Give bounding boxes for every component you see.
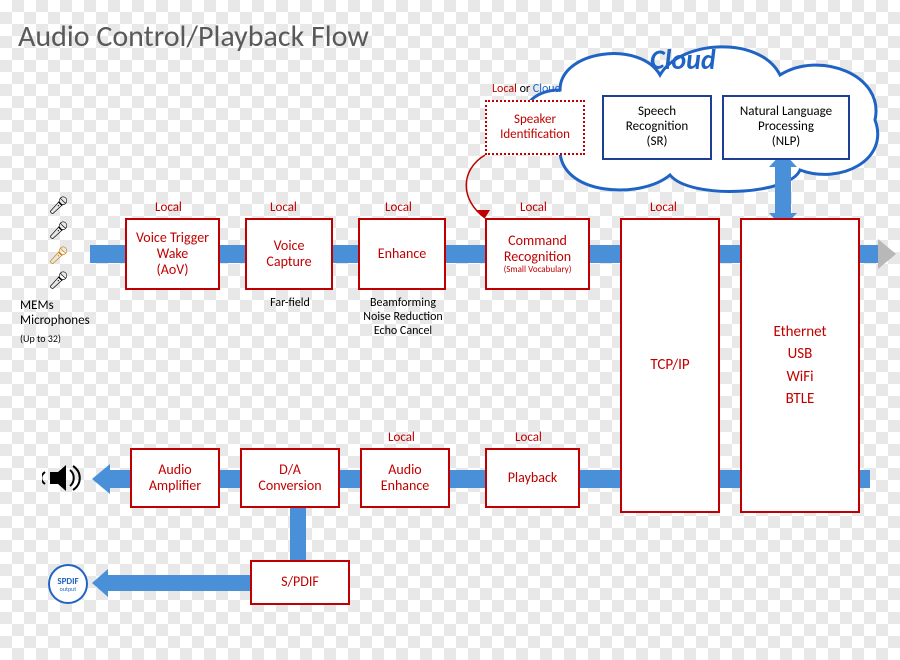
mic-icon-1: 🎤︎ [48, 195, 70, 216]
box-tcpip-l1: TCP/IP [650, 357, 689, 374]
tag-audio-enh: Local [388, 430, 415, 445]
speaker-id-arrow [455, 140, 515, 230]
tag-playback: Local [515, 430, 542, 445]
box-speech-rec-l1: Speech [638, 105, 676, 120]
box-voice-capture-l1: Voice [274, 238, 305, 254]
tag-speaker-id: Local or Cloud [492, 82, 561, 96]
box-audio-enh-l1: Audio [388, 462, 421, 478]
tag-voice-trigger: Local [155, 200, 182, 215]
cloud-label: Cloud [650, 42, 716, 77]
tag-enhance: Local [385, 200, 412, 215]
box-enhance-l1: Enhance [378, 246, 427, 262]
spdif-badge: SPDIF output [48, 564, 88, 604]
spdif-arrow-h [108, 575, 258, 591]
tag-tcpip: Local [650, 200, 677, 215]
box-nlp: Natural Language Processing (NLP) [722, 95, 850, 160]
box-speaker-id-l1: Speaker [514, 113, 556, 128]
box-da-conv: D/A Conversion [240, 448, 340, 508]
box-ethernet: Ethernet USB WiFi BTLE [740, 218, 860, 513]
cloud-link-arrow [775, 165, 791, 215]
tag-command-rec: Local [520, 200, 547, 215]
box-nlp-l3: (NLP) [772, 135, 800, 150]
mic-icon-4: 🎤︎ [48, 270, 70, 291]
box-speech-rec-l3: (SR) [647, 135, 668, 150]
box-ethernet-l2: USB [788, 343, 813, 366]
box-voice-capture-l2: Capture [266, 254, 311, 270]
mic-icon-3: 🎤︎ [48, 245, 70, 266]
sub-voice-capture: Far-field [230, 296, 350, 310]
box-ethernet-l4: BTLE [786, 388, 815, 411]
sub-enhance: Beamforming Noise Reduction Echo Cancel [343, 296, 463, 338]
box-da-conv-l2: Conversion [258, 478, 321, 494]
box-voice-capture: Voice Capture [245, 218, 333, 290]
box-voice-trigger: Voice Trigger Wake (AoV) [125, 218, 220, 290]
mics-sub: (Up to 32) [20, 332, 61, 345]
box-audio-amp-l2: Amplifier [149, 478, 201, 494]
mics-label: MEMs Microphones [20, 298, 120, 328]
tag-speaker-id-cloud: Cloud [533, 82, 561, 96]
box-spdif-l1: S/PDIF [281, 574, 319, 590]
speaker-icon [42, 462, 82, 501]
box-audio-enh: Audio Enhance [360, 448, 450, 508]
box-audio-amp-l1: Audio [158, 462, 191, 478]
box-voice-trigger-l1: Voice Trigger [136, 230, 209, 246]
page-title: Audio Control/Playback Flow [18, 18, 369, 55]
box-tcpip: TCP/IP [620, 218, 720, 513]
box-playback: Playback [485, 448, 580, 508]
box-nlp-l2: Processing [758, 120, 814, 135]
tag-speaker-id-local: Local [492, 82, 517, 96]
box-voice-trigger-l3: (AoV) [157, 262, 189, 278]
box-command-rec-l1: Command [508, 233, 567, 249]
box-speech-rec-l2: Recognition [626, 120, 688, 135]
spdif-arrow-head [92, 569, 108, 597]
box-voice-trigger-l2: Wake [157, 246, 189, 262]
box-audio-enh-l2: Enhance [381, 478, 430, 494]
box-audio-amp: Audio Amplifier [130, 448, 220, 508]
flow-arrow-bottom-head [92, 464, 110, 494]
box-spdif: S/PDIF [250, 560, 350, 605]
tag-speaker-id-or: or [517, 82, 533, 96]
box-nlp-l1: Natural Language [740, 105, 832, 120]
flow-arrow-top-head [878, 239, 896, 269]
box-ethernet-l1: Ethernet [773, 321, 826, 344]
box-speech-rec: Speech Recognition (SR) [602, 95, 712, 160]
mic-icon-2: 🎤︎ [48, 220, 70, 241]
box-command-rec-l2: Recognition [504, 249, 571, 265]
tag-voice-capture: Local [270, 200, 297, 215]
box-da-conv-l1: D/A [279, 462, 301, 478]
box-enhance: Enhance [358, 218, 446, 290]
box-command-rec-small: (Small Vocabulary) [504, 265, 572, 275]
box-ethernet-l3: WiFi [786, 366, 813, 389]
box-playback-l1: Playback [508, 470, 558, 486]
spdif-badge-l2: output [60, 586, 77, 592]
